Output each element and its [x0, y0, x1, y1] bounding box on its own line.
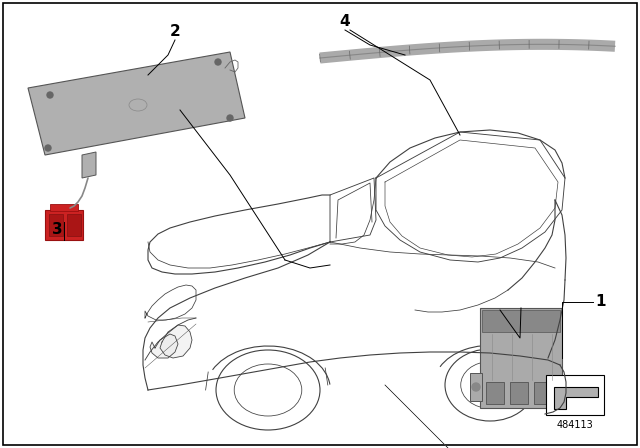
- Bar: [486, 382, 504, 404]
- Circle shape: [47, 92, 53, 98]
- Circle shape: [227, 115, 233, 121]
- Bar: [67, 214, 81, 236]
- Polygon shape: [150, 334, 178, 358]
- Bar: [480, 308, 562, 408]
- Bar: [49, 214, 63, 236]
- Text: 3: 3: [52, 223, 62, 237]
- Text: 4: 4: [340, 14, 350, 30]
- Polygon shape: [554, 387, 598, 409]
- Circle shape: [472, 383, 480, 391]
- Bar: [50, 204, 78, 211]
- Bar: [534, 382, 552, 404]
- Circle shape: [215, 59, 221, 65]
- Bar: [546, 375, 604, 415]
- Text: 484113: 484113: [557, 420, 593, 430]
- Bar: [482, 310, 560, 332]
- Bar: [45, 210, 83, 240]
- Bar: [510, 382, 528, 404]
- Circle shape: [45, 145, 51, 151]
- Text: 1: 1: [596, 294, 606, 310]
- Polygon shape: [28, 52, 245, 155]
- Bar: [470, 373, 482, 401]
- Polygon shape: [82, 152, 96, 178]
- Polygon shape: [160, 325, 192, 358]
- Text: 2: 2: [170, 25, 180, 39]
